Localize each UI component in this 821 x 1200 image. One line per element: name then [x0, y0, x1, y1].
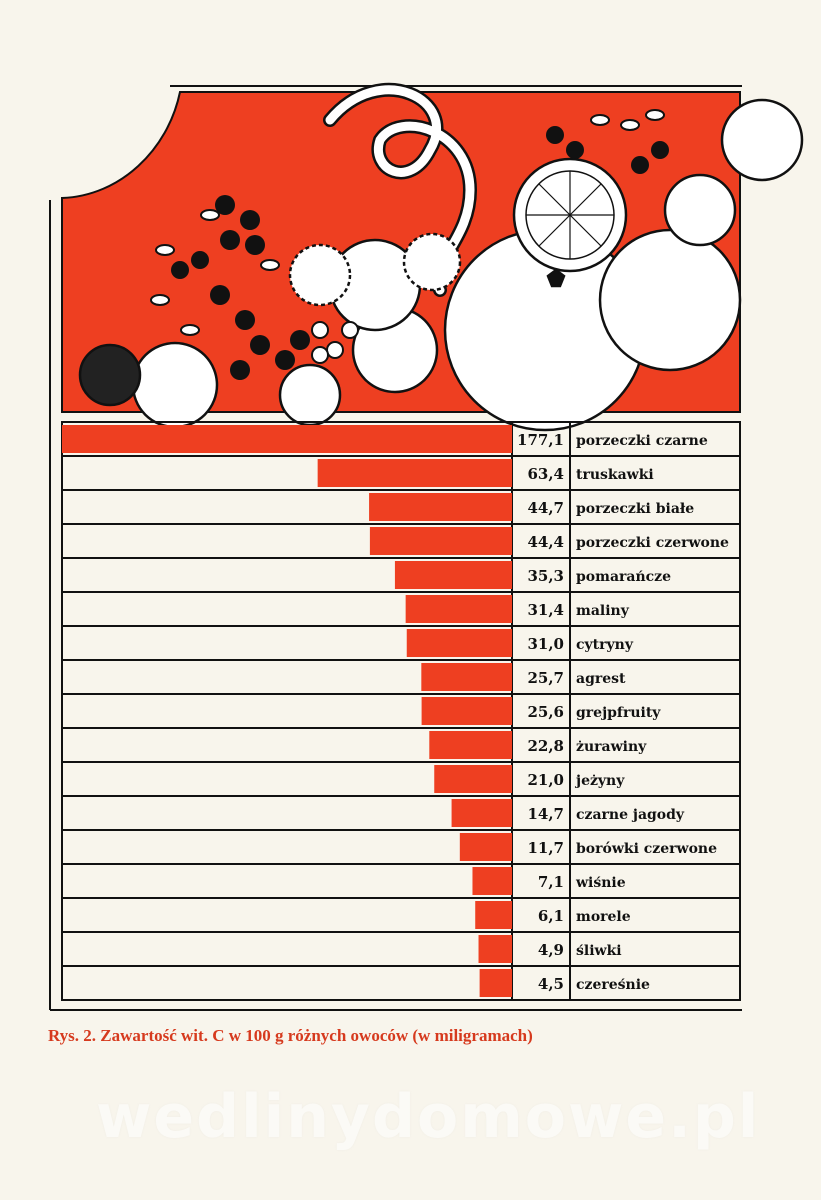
bar-11: [451, 799, 512, 827]
value-label-15: 4,9: [538, 941, 564, 959]
category-label-5: maliny: [576, 603, 630, 619]
fruit-illustration: [61, 82, 804, 432]
value-label-14: 6,1: [538, 907, 564, 925]
bar-6: [406, 629, 512, 657]
value-label-10: 21,0: [527, 771, 564, 789]
category-label-4: pomarańcze: [576, 569, 671, 585]
category-label-0: porzeczki czarne: [576, 433, 708, 449]
bar-4: [394, 561, 512, 589]
category-label-8: grejpfruity: [576, 705, 661, 721]
value-label-12: 11,7: [527, 839, 564, 857]
category-label-3: porzeczki czerwone: [576, 535, 729, 551]
plum-drawing: [278, 363, 342, 427]
category-label-2: porzeczki białe: [576, 501, 694, 517]
value-label-9: 22,8: [527, 737, 564, 755]
bar-14: [475, 901, 512, 929]
currant-cluster-drawing: [171, 126, 669, 380]
apple-drawing: [131, 341, 219, 429]
bar-3: [369, 527, 512, 555]
value-label-7: 25,7: [527, 669, 564, 687]
value-label-11: 14,7: [527, 805, 564, 823]
bar-8: [421, 697, 512, 725]
bar-13: [472, 867, 512, 895]
bar-10: [434, 765, 512, 793]
value-label-4: 35,3: [527, 567, 564, 585]
category-label-1: truskawki: [576, 467, 654, 483]
category-label-16: czereśnie: [576, 977, 650, 993]
category-label-12: borówki czerwone: [576, 841, 717, 857]
bar-9: [429, 731, 512, 759]
bar-0: [62, 425, 512, 453]
chart-rows: 177,1 porzeczki czarne 63,4 truskawki 44,7 po…: [62, 425, 740, 997]
bar-15: [478, 935, 512, 963]
value-label-3: 44,4: [527, 533, 564, 551]
value-label-8: 25,6: [527, 703, 564, 721]
value-label-1: 63,4: [527, 465, 564, 483]
category-label-13: wiśnie: [575, 875, 626, 891]
figure-caption: Rys. 2. Zawartość wit. C w 100 g różnych…: [48, 1026, 533, 1045]
category-label-9: żurawiny: [576, 739, 647, 755]
value-label-6: 31,0: [527, 635, 564, 653]
bar-16: [479, 969, 512, 997]
watermark: wedlinydomowe.pl: [96, 1082, 761, 1152]
value-label-0: 177,1: [517, 431, 564, 449]
frame: [49, 85, 742, 1011]
value-label-13: 7,1: [538, 873, 564, 891]
bar-7: [421, 663, 512, 691]
value-label-5: 31,4: [527, 601, 564, 619]
orange-drawing: [598, 228, 742, 372]
value-label-2: 44,7: [527, 499, 564, 517]
bar-12: [459, 833, 512, 861]
bar-2: [369, 493, 512, 521]
category-label-15: śliwki: [576, 943, 622, 959]
category-label-6: cytryny: [576, 637, 634, 653]
bar-1: [317, 459, 512, 487]
category-label-14: morele: [576, 909, 631, 925]
value-label-16: 4,5: [538, 975, 564, 993]
category-label-7: agrest: [576, 671, 626, 687]
category-label-11: czarne jagody: [576, 807, 685, 823]
category-label-10: jeżyny: [574, 773, 625, 789]
bar-5: [405, 595, 512, 623]
